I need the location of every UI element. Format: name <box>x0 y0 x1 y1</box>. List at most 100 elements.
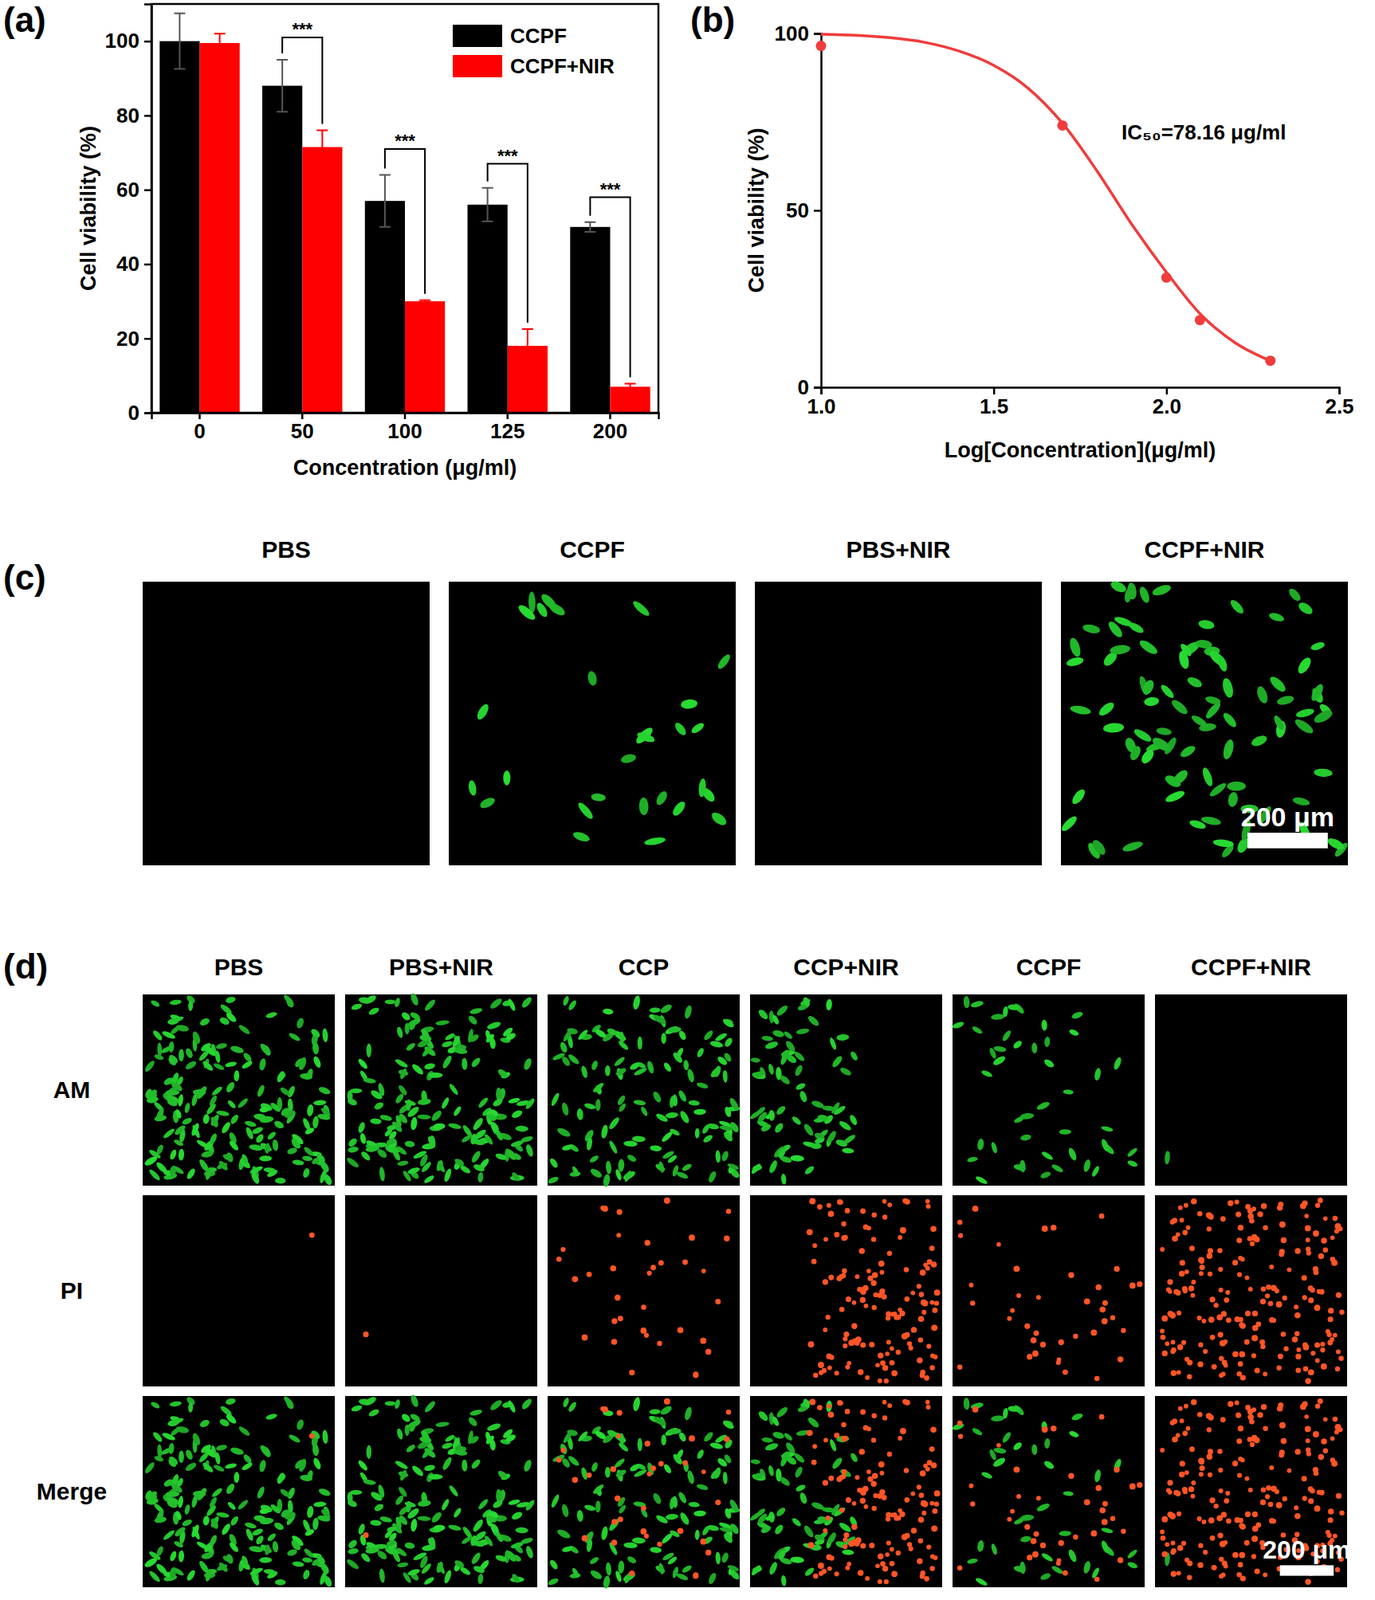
cell-live <box>675 1170 690 1181</box>
cell-live <box>290 1539 302 1552</box>
cell-live <box>825 1130 838 1145</box>
cell-live <box>680 1564 693 1575</box>
cell-live <box>175 1024 190 1034</box>
cell-live <box>638 797 649 816</box>
cell-live <box>722 1453 733 1466</box>
cell-live <box>470 1056 483 1069</box>
cell-dead <box>842 1544 848 1550</box>
y-axis-tick-mark <box>813 32 822 36</box>
cell-live <box>593 1430 608 1442</box>
y-axis: 050100 <box>774 21 822 400</box>
cell-live <box>428 1474 443 1481</box>
cell-live <box>365 1445 372 1460</box>
cell-live <box>750 1564 763 1578</box>
cell-dead <box>1113 1467 1120 1474</box>
cell-live <box>970 1426 983 1438</box>
cell-live <box>571 830 591 845</box>
cell-live <box>435 1561 444 1575</box>
cell-live <box>520 1536 535 1546</box>
cell-live <box>1100 1527 1114 1535</box>
cell-live <box>1019 1112 1035 1121</box>
y-axis: 020406080100 <box>105 4 153 425</box>
cell-live <box>1190 713 1209 729</box>
y-axis-tick-label: 100 <box>774 21 810 46</box>
cell-live <box>631 599 652 619</box>
cell-live <box>452 1105 464 1118</box>
cell-live <box>780 1174 787 1186</box>
x-axis: 050100125200 <box>152 412 660 444</box>
cell-live <box>1012 1039 1024 1050</box>
cell-live <box>317 1113 331 1122</box>
cell-live <box>507 1097 521 1105</box>
cell-dead <box>726 1410 731 1415</box>
cell-dead <box>1068 1473 1074 1480</box>
cell-live <box>200 1150 214 1159</box>
cell-live <box>602 1575 611 1590</box>
cell-live <box>477 1096 490 1110</box>
cell-dead <box>1041 1225 1049 1233</box>
cell-live <box>350 1002 363 1012</box>
legend-label: CCPF <box>510 23 567 48</box>
cell-live <box>655 1514 670 1526</box>
cell-dead <box>1268 1265 1274 1270</box>
cell-live <box>789 1155 805 1163</box>
cell-dead <box>609 1265 617 1273</box>
cell-dead <box>972 1406 979 1414</box>
cell-live <box>253 1515 267 1524</box>
cell-live <box>423 1575 436 1587</box>
cell-live <box>970 1025 983 1036</box>
cell-live <box>160 1045 174 1056</box>
cell-live <box>265 1011 279 1020</box>
cell-dead <box>883 1579 889 1585</box>
cell-dead <box>923 1503 928 1509</box>
cell-live <box>828 1438 838 1453</box>
cell-dead <box>879 1489 885 1496</box>
cell-live <box>793 1064 805 1077</box>
cell-dead <box>1283 1346 1289 1352</box>
cell-live <box>632 995 641 1011</box>
cell-dead <box>617 1516 624 1523</box>
cell-live <box>583 1102 597 1111</box>
cell-dead <box>701 1268 707 1274</box>
error-bar <box>419 300 431 303</box>
cell-live <box>686 1068 696 1084</box>
cell-live <box>1121 840 1144 855</box>
cell-dead <box>1305 1237 1311 1243</box>
cell-dead <box>1245 1311 1251 1317</box>
micrograph <box>952 1396 1145 1588</box>
column-title: CCP <box>618 954 669 981</box>
cell-dead <box>1302 1344 1309 1352</box>
cell-live <box>722 1018 735 1030</box>
cell-dead <box>957 1220 963 1226</box>
cell-live <box>420 1563 433 1576</box>
cell-live <box>271 1139 279 1152</box>
cell-live <box>1106 619 1125 640</box>
cell-dead <box>877 1378 883 1384</box>
cell-live <box>408 1421 417 1433</box>
cell-live <box>560 1504 570 1519</box>
cell-dead <box>828 1275 834 1281</box>
cell-dead <box>1184 1269 1190 1275</box>
cell-dead <box>870 1280 877 1287</box>
cell-dead <box>818 1371 824 1376</box>
cell-live <box>837 1119 853 1133</box>
cell-live <box>143 1155 159 1168</box>
cell-live <box>396 1428 405 1441</box>
cell-live <box>1143 696 1160 708</box>
cell-live <box>266 1131 278 1142</box>
cell-live <box>496 1469 509 1482</box>
error-bar <box>379 175 391 228</box>
cell-live <box>801 996 812 1008</box>
cell-live <box>284 997 295 1010</box>
cell-live <box>404 1443 417 1454</box>
cell-live <box>461 1460 468 1473</box>
cell-live <box>409 1518 418 1533</box>
cell-live <box>345 1558 360 1572</box>
cell-live <box>1040 1552 1054 1564</box>
cell-dead <box>931 1525 938 1533</box>
cell-live <box>720 1150 730 1163</box>
bar <box>262 86 303 413</box>
cell-dead <box>923 1464 928 1470</box>
cell-live <box>204 1102 217 1116</box>
cell-dead <box>628 1571 635 1577</box>
